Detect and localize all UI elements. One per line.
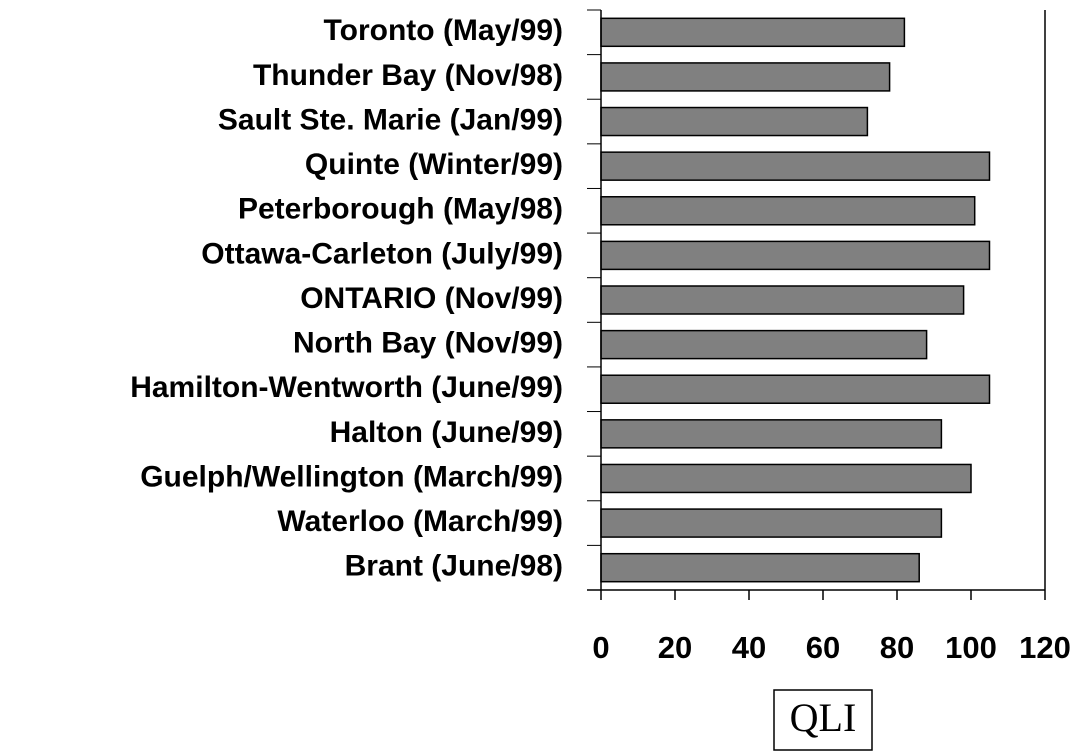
bar [600, 62, 891, 92]
y-tick-label: Guelph/Wellington (March/99) [140, 460, 563, 493]
x-tick-label: 20 [658, 630, 692, 665]
x-tick-label: 60 [806, 630, 840, 665]
y-tick-label: Waterloo (March/99) [277, 505, 563, 538]
y-tick-label: Sault Ste. Marie (Jan/99) [218, 103, 563, 136]
y-tick-label: Thunder Bay (Nov/98) [253, 59, 563, 92]
x-tick-label: 80 [880, 630, 914, 665]
y-tick-label: Brant (June/98) [345, 550, 563, 583]
x-axis-label: QLI [790, 695, 857, 740]
y-tick-label: Quinte (Winter/99) [305, 148, 563, 181]
y-tick-label: Hamilton-Wentworth (June/99) [130, 371, 563, 404]
bar [600, 285, 965, 315]
y-tick-label: Toronto (May/99) [324, 14, 563, 47]
y-tick-label: Ottawa-Carleton (July/99) [201, 237, 563, 270]
y-tick-label: ONTARIO (Nov/99) [300, 282, 563, 315]
y-tick-label: Halton (June/99) [330, 416, 563, 449]
bar [600, 419, 943, 449]
x-tick-label: 100 [945, 630, 997, 665]
bar [600, 106, 869, 137]
bar [600, 374, 991, 404]
bar [600, 17, 906, 48]
label-frame [773, 689, 873, 751]
y-tick-label: Peterborough (May/98) [238, 193, 563, 226]
y-tick-label: North Bay (Nov/99) [293, 327, 563, 360]
x-tick-label: 0 [592, 630, 609, 665]
bar [600, 552, 920, 583]
bar [600, 240, 991, 271]
bar [600, 329, 928, 360]
bar [600, 151, 991, 181]
x-tick-label: 40 [732, 630, 766, 665]
bar [600, 463, 972, 494]
bar [600, 508, 943, 538]
bar [600, 196, 976, 226]
x-tick-label: 120 [1019, 630, 1071, 665]
x-axis-label-box: QLI [773, 689, 873, 751]
